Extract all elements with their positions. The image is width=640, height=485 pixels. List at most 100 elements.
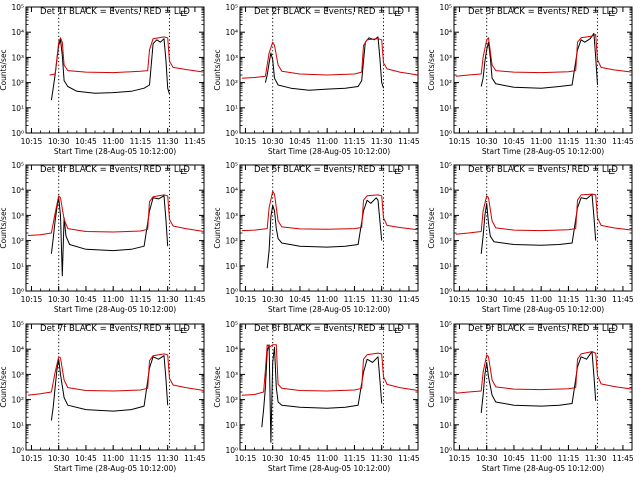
x-axis-label: Start Time (28-Aug-05 10:12:00)	[54, 464, 176, 473]
x-tick-label: 11:00	[316, 295, 338, 304]
x-tick-label: 11:00	[102, 454, 124, 463]
x-tick-label: 11:30	[371, 295, 393, 304]
x-tick-label: 11:45	[398, 137, 420, 146]
y-tick-label: 10²	[11, 396, 24, 405]
y-tick-label: 10⁴	[11, 28, 24, 37]
x-tick-label: 10:30	[476, 454, 498, 463]
corner-mark: ⊏	[394, 9, 402, 19]
x-axis-label: Start Time (28-Aug-05 10:12:00)	[268, 147, 390, 156]
lld-series-line	[242, 191, 418, 230]
y-tick-label: 10³	[225, 211, 238, 220]
y-axis-label: Counts/sec	[213, 366, 222, 407]
events-series-line	[267, 198, 382, 268]
x-tick-label: 10:45	[503, 295, 525, 304]
events-series-line	[51, 39, 169, 100]
events-series-line	[265, 37, 383, 90]
x-tick-label: 11:30	[585, 137, 607, 146]
x-axis-label: Start Time (28-Aug-05 10:12:00)	[54, 305, 176, 314]
x-tick-label: 11:30	[585, 454, 607, 463]
y-tick-label: 10²	[225, 396, 238, 405]
x-tick-label: 11:45	[184, 295, 206, 304]
detector-panel-7: Det 7f BLACK = Events, RED = LLD⊏10⁰10¹1…	[0, 320, 206, 473]
x-tick-label: 10:45	[503, 137, 525, 146]
y-tick-label: 10²	[225, 237, 238, 246]
x-tick-label: 11:00	[530, 137, 552, 146]
corner-mark: ⊏	[180, 9, 188, 19]
corner-mark: ⊏	[608, 167, 616, 177]
x-tick-label: 11:45	[612, 137, 634, 146]
x-tick-label: 10:15	[235, 454, 257, 463]
plot-frame	[26, 7, 204, 133]
y-tick-label: 10¹	[225, 104, 238, 113]
lld-series-line	[456, 352, 632, 394]
y-tick-label: 10³	[439, 53, 452, 62]
x-tick-label: 11:45	[398, 295, 420, 304]
x-tick-label: 11:00	[102, 295, 124, 304]
y-tick-label: 10⁴	[11, 186, 24, 195]
x-tick-label: 10:30	[48, 295, 70, 304]
plot-frame	[240, 165, 418, 291]
y-tick-label: 10⁴	[439, 345, 452, 354]
y-tick-label: 10⁵	[11, 161, 24, 170]
y-tick-label: 10¹	[11, 262, 24, 271]
x-tick-label: 10:45	[75, 137, 97, 146]
y-tick-label: 10³	[225, 53, 238, 62]
x-tick-label: 10:30	[262, 454, 284, 463]
x-tick-label: 11:30	[371, 137, 393, 146]
corner-mark: ⊏	[180, 167, 188, 177]
detector-panel-5: Det 5f BLACK = Events, RED = LLD⊏10⁰10¹1…	[213, 161, 420, 314]
y-tick-label: 10⁵	[225, 3, 238, 12]
corner-mark: ⊏	[394, 326, 402, 336]
detector-panel-4: Det 4f BLACK = Events, RED = LLD⊏10⁰10¹1…	[0, 161, 206, 314]
y-axis-label: Counts/sec	[0, 49, 8, 90]
x-tick-label: 11:30	[157, 137, 179, 146]
x-tick-label: 10:30	[48, 137, 70, 146]
x-tick-label: 10:15	[21, 454, 43, 463]
y-tick-label: 10³	[439, 370, 452, 379]
y-tick-label: 10⁵	[439, 3, 452, 12]
y-tick-label: 10³	[11, 53, 24, 62]
x-axis-label: Start Time (28-Aug-05 10:12:00)	[54, 147, 176, 156]
x-tick-label: 11:30	[157, 454, 179, 463]
x-axis-label: Start Time (28-Aug-05 10:12:00)	[268, 305, 390, 314]
y-axis-label: Counts/sec	[0, 366, 8, 407]
y-tick-label: 10¹	[225, 421, 238, 430]
y-tick-label: 10¹	[11, 104, 24, 113]
plot-frame	[454, 165, 632, 291]
x-tick-label: 10:15	[235, 137, 257, 146]
lld-series-line	[50, 37, 204, 75]
lld-series-line	[28, 354, 204, 395]
y-axis-label: Counts/sec	[0, 207, 8, 248]
x-tick-label: 10:30	[476, 295, 498, 304]
x-tick-label: 10:45	[503, 454, 525, 463]
x-tick-label: 11:15	[344, 295, 366, 304]
detector-panel-8: Det 8f BLACK = Events, RED = LLD⊏10⁰10¹1…	[213, 320, 420, 473]
y-tick-label: 10²	[225, 79, 238, 88]
x-tick-label: 11:30	[585, 295, 607, 304]
x-tick-label: 11:45	[612, 454, 634, 463]
corner-mark: ⊏	[608, 9, 616, 19]
y-tick-label: 10¹	[11, 421, 24, 430]
x-axis-label: Start Time (28-Aug-05 10:12:00)	[482, 147, 604, 156]
x-tick-label: 11:00	[530, 295, 552, 304]
x-tick-label: 11:00	[530, 454, 552, 463]
x-tick-label: 10:15	[235, 295, 257, 304]
lld-series-line	[456, 35, 632, 77]
lld-series-line	[456, 194, 632, 234]
y-tick-label: 10³	[439, 211, 452, 220]
y-tick-label: 10²	[439, 79, 452, 88]
x-tick-label: 11:00	[316, 137, 338, 146]
y-tick-label: 10⁵	[439, 161, 452, 170]
x-tick-label: 11:00	[102, 137, 124, 146]
plot-frame	[454, 324, 632, 450]
detector-panel-1: Det 1f BLACK = Events, RED = LLD⊏10⁰10¹1…	[0, 3, 206, 156]
detector-panel-2: Det 2f BLACK = Events, RED = LLD⊏10⁰10¹1…	[213, 3, 420, 156]
y-tick-label: 10⁴	[439, 28, 452, 37]
y-tick-label: 10²	[439, 237, 452, 246]
y-tick-label: 10⁵	[11, 3, 24, 12]
y-tick-label: 10⁵	[439, 320, 452, 329]
x-tick-label: 11:15	[558, 295, 580, 304]
x-tick-label: 11:45	[184, 454, 206, 463]
